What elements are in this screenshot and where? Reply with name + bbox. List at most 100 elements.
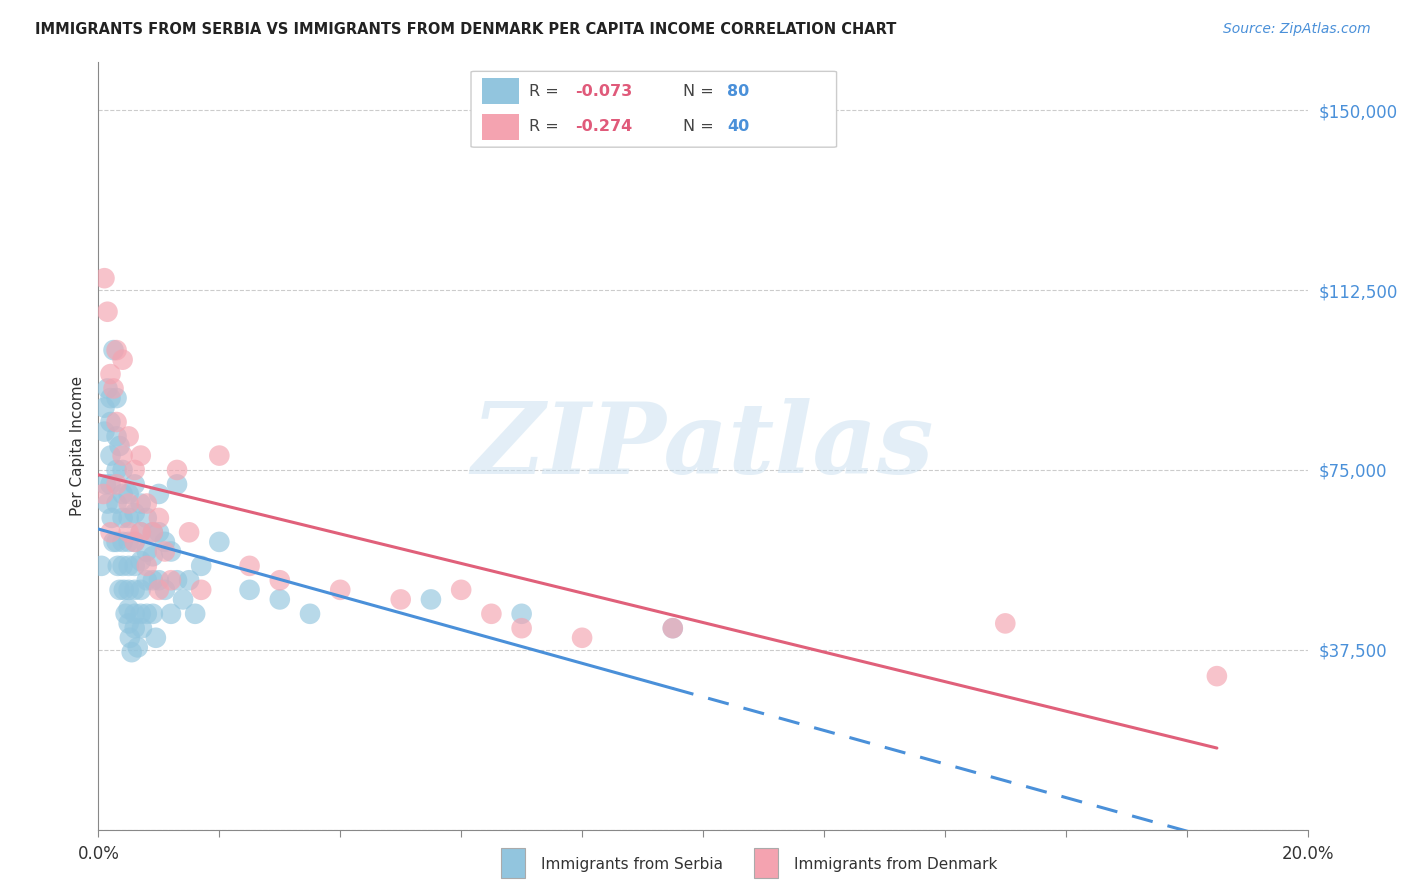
Point xyxy=(135,544,157,558)
Point xyxy=(124,607,146,621)
Point xyxy=(111,449,134,463)
Point xyxy=(1206,669,1229,683)
Point xyxy=(124,534,146,549)
Point xyxy=(481,607,503,621)
Point xyxy=(124,477,146,491)
Point xyxy=(111,558,134,573)
Text: Source: ZipAtlas.com: Source: ZipAtlas.com xyxy=(1223,22,1371,37)
Point xyxy=(135,573,157,587)
Text: IMMIGRANTS FROM SERBIA VS IMMIGRANTS FROM DENMARK PER CAPITA INCOME CORRELATION : IMMIGRANTS FROM SERBIA VS IMMIGRANTS FRO… xyxy=(35,22,897,37)
Point xyxy=(329,582,352,597)
Point xyxy=(108,582,131,597)
Point xyxy=(179,525,201,540)
Point xyxy=(103,343,125,357)
Point xyxy=(105,477,128,491)
Point xyxy=(118,487,141,501)
Point xyxy=(107,558,129,573)
Point xyxy=(103,534,125,549)
Point xyxy=(124,558,146,573)
Point xyxy=(179,573,201,587)
Point xyxy=(118,602,141,616)
Point xyxy=(124,534,146,549)
Point xyxy=(118,534,141,549)
Point xyxy=(124,582,146,597)
Point xyxy=(135,607,157,621)
Point xyxy=(148,511,170,525)
Point xyxy=(129,525,152,540)
Point xyxy=(105,415,128,429)
Point xyxy=(105,429,128,443)
Point xyxy=(105,534,128,549)
Point xyxy=(661,621,683,635)
Point xyxy=(100,367,122,381)
Point xyxy=(100,477,122,491)
Point xyxy=(166,463,188,477)
Point xyxy=(129,525,152,540)
Point xyxy=(239,558,262,573)
Point xyxy=(142,549,165,564)
Point xyxy=(100,415,122,429)
Point xyxy=(103,382,125,396)
Point xyxy=(118,558,141,573)
Point xyxy=(124,506,146,520)
Point xyxy=(112,582,135,597)
Point xyxy=(118,582,141,597)
Point xyxy=(269,592,291,607)
Text: -0.274: -0.274 xyxy=(575,120,633,134)
Point xyxy=(571,631,593,645)
Point xyxy=(145,631,167,645)
Point xyxy=(148,582,170,597)
Point xyxy=(100,391,122,405)
Point xyxy=(91,487,114,501)
Point xyxy=(184,607,207,621)
Point xyxy=(96,496,118,510)
Point xyxy=(93,401,115,415)
Point xyxy=(111,534,134,549)
Point xyxy=(142,525,165,540)
Point xyxy=(111,487,134,501)
Point xyxy=(129,496,152,510)
Point xyxy=(166,477,188,491)
Point xyxy=(208,449,231,463)
Point xyxy=(94,477,117,491)
Point xyxy=(239,582,262,597)
Point xyxy=(100,525,122,540)
Point xyxy=(142,525,165,540)
Point xyxy=(153,544,176,558)
Point xyxy=(118,496,141,510)
Point xyxy=(93,271,115,285)
Point xyxy=(135,496,157,510)
Point xyxy=(96,304,118,318)
Point xyxy=(105,343,128,357)
Point xyxy=(124,463,146,477)
Point xyxy=(108,439,131,453)
Point xyxy=(269,573,291,587)
Text: Immigrants from Denmark: Immigrants from Denmark xyxy=(794,857,998,872)
Point xyxy=(135,558,157,573)
Point xyxy=(129,449,152,463)
Point xyxy=(124,621,146,635)
Point xyxy=(160,544,183,558)
Point xyxy=(160,607,183,621)
Point xyxy=(510,607,533,621)
Point xyxy=(114,607,136,621)
Point xyxy=(160,573,183,587)
Point xyxy=(510,621,533,635)
Point xyxy=(111,352,134,367)
Point xyxy=(142,573,165,587)
Point xyxy=(166,573,188,587)
Point xyxy=(148,573,170,587)
Point xyxy=(129,582,152,597)
Text: ZIPatlas: ZIPatlas xyxy=(472,398,934,494)
Point xyxy=(100,511,122,525)
Point xyxy=(389,592,412,607)
Point xyxy=(420,592,443,607)
Point xyxy=(121,645,143,659)
Point xyxy=(190,582,212,597)
Text: N =: N = xyxy=(683,120,718,134)
Text: R =: R = xyxy=(530,84,564,99)
Point xyxy=(129,607,152,621)
Point xyxy=(90,558,112,573)
Point xyxy=(129,554,152,568)
Point xyxy=(118,616,141,631)
